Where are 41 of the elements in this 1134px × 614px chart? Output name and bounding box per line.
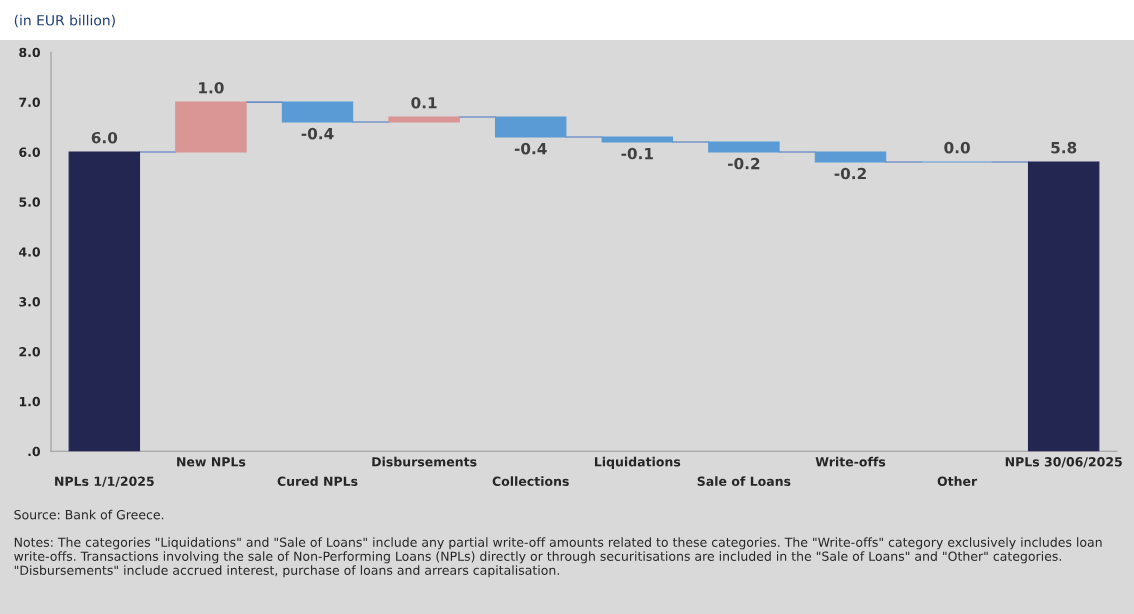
bar	[708, 141, 780, 153]
data-label: 1.0	[199, 82, 224, 94]
bar	[68, 151, 141, 452]
data-label: 5.8	[1051, 141, 1077, 154]
y-tick-label: 3.0	[19, 297, 41, 307]
y-tick-label: 7.0	[19, 97, 41, 107]
bar	[814, 151, 887, 163]
data-label: 0.1	[411, 96, 437, 109]
data-label: -0.4	[514, 142, 547, 155]
y-tick-label: 8.0	[19, 47, 41, 58]
x-tick-label: Other	[937, 476, 978, 486]
y-tick-label: 1.0	[19, 396, 41, 407]
x-tick-label: NPLs 1/1/2025	[55, 476, 154, 487]
text: Notes: The categories "Liquidations" and "Sale of Loans" include any partial write-off amounts related to these categories. The "Write-offs" category exclusively includes loan write-offs. Transactions involving the sale of Non-Performing Loans (NPLs) directly or through securitisations are included in the "Sale of Loans" and "Other" categories. "Disbursements" include accrued interest, purchase of loans and arrears capitalisation.	[14, 537, 1102, 578]
y-tick-label: 4.0	[19, 247, 41, 257]
x-tick-label: Disbursements	[372, 456, 477, 467]
data-label: -0.2	[728, 157, 760, 170]
data-label: -0.4	[301, 127, 334, 140]
source-note: Source: Bank of Greece.	[14, 509, 164, 520]
bar	[1027, 161, 1100, 452]
x-tick-label: Cured NPLs	[277, 476, 358, 486]
x-tick-label: New NPLs	[177, 457, 246, 467]
x-tick-label: Write-offs	[815, 456, 886, 467]
bar	[388, 116, 460, 123]
bar	[601, 136, 674, 143]
x-tick-label: Liquidations	[594, 456, 681, 469]
data-label: 6.0	[91, 131, 118, 144]
data-label: -0.1	[621, 147, 653, 160]
y-tick-label: 5.0	[19, 197, 41, 207]
bar	[494, 116, 567, 138]
x-tick-label: NPLs 30/06/2025	[1005, 457, 1122, 468]
chart-subtitle: (in EUR billion)	[14, 14, 115, 28]
y-tick-label: 6.0	[19, 147, 41, 157]
y-tick-label: .0	[28, 446, 41, 457]
x-tick-label: Collections	[492, 476, 569, 486]
y-tick-label: 2.0	[19, 346, 41, 357]
bar	[281, 101, 354, 123]
data-label: 0.0	[944, 141, 970, 154]
data-label: -0.2	[834, 167, 866, 180]
bar	[175, 101, 247, 153]
x-tick-label: Sale of Loans	[697, 476, 791, 486]
